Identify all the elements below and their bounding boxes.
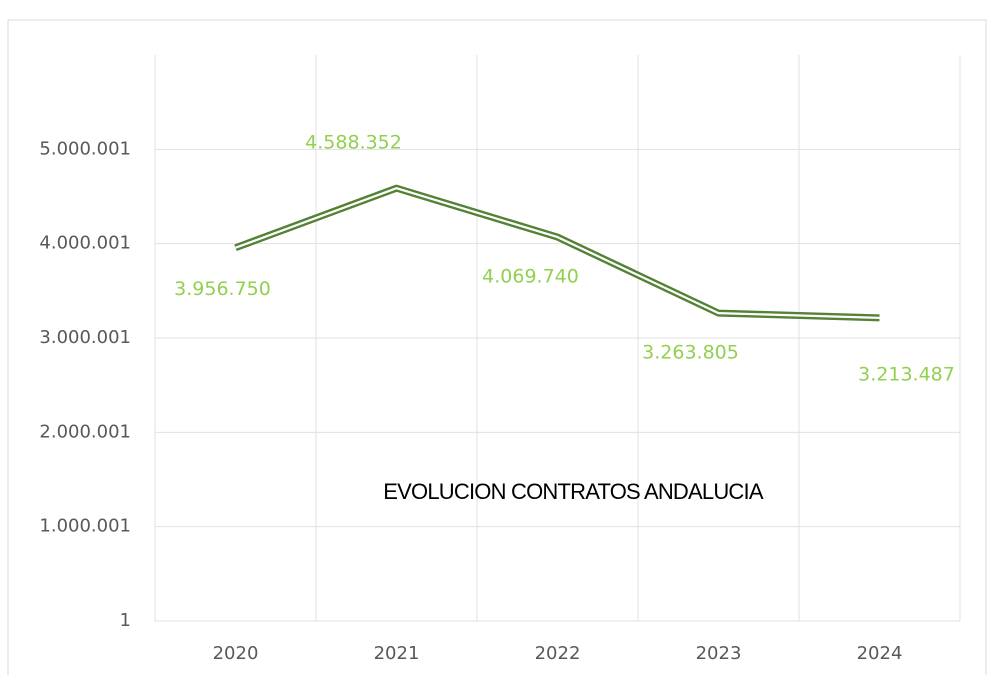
x-tick-label: 2023	[696, 643, 742, 664]
series-line	[234, 184, 880, 322]
x-tick-label: 2020	[213, 643, 259, 664]
y-tick-label: 1.000.001	[39, 516, 131, 537]
data-label: 4.069.740	[482, 266, 579, 288]
x-tick-label: 2024	[857, 643, 903, 664]
grid	[154, 55, 961, 622]
data-label: 3.956.750	[174, 278, 271, 300]
y-tick-label: 1	[120, 610, 131, 631]
series-line-inner	[235, 187, 880, 319]
data-label: 4.588.352	[305, 132, 402, 154]
x-tick-label: 2022	[535, 643, 581, 664]
y-tick-label: 5.000.001	[39, 138, 131, 159]
x-tick-label: 2021	[374, 643, 420, 664]
chart-frame	[7, 19, 987, 675]
y-tick-label: 2.000.001	[39, 421, 131, 442]
marks	[234, 184, 880, 322]
data-label: 3.213.487	[858, 363, 955, 385]
data-label: 3.263.805	[642, 342, 739, 364]
y-tick-label: 3.000.001	[39, 327, 131, 348]
y-tick-label: 4.000.001	[39, 233, 131, 254]
chart-title: EVOLUCION CONTRATOS ANDALUCIA	[383, 479, 764, 504]
